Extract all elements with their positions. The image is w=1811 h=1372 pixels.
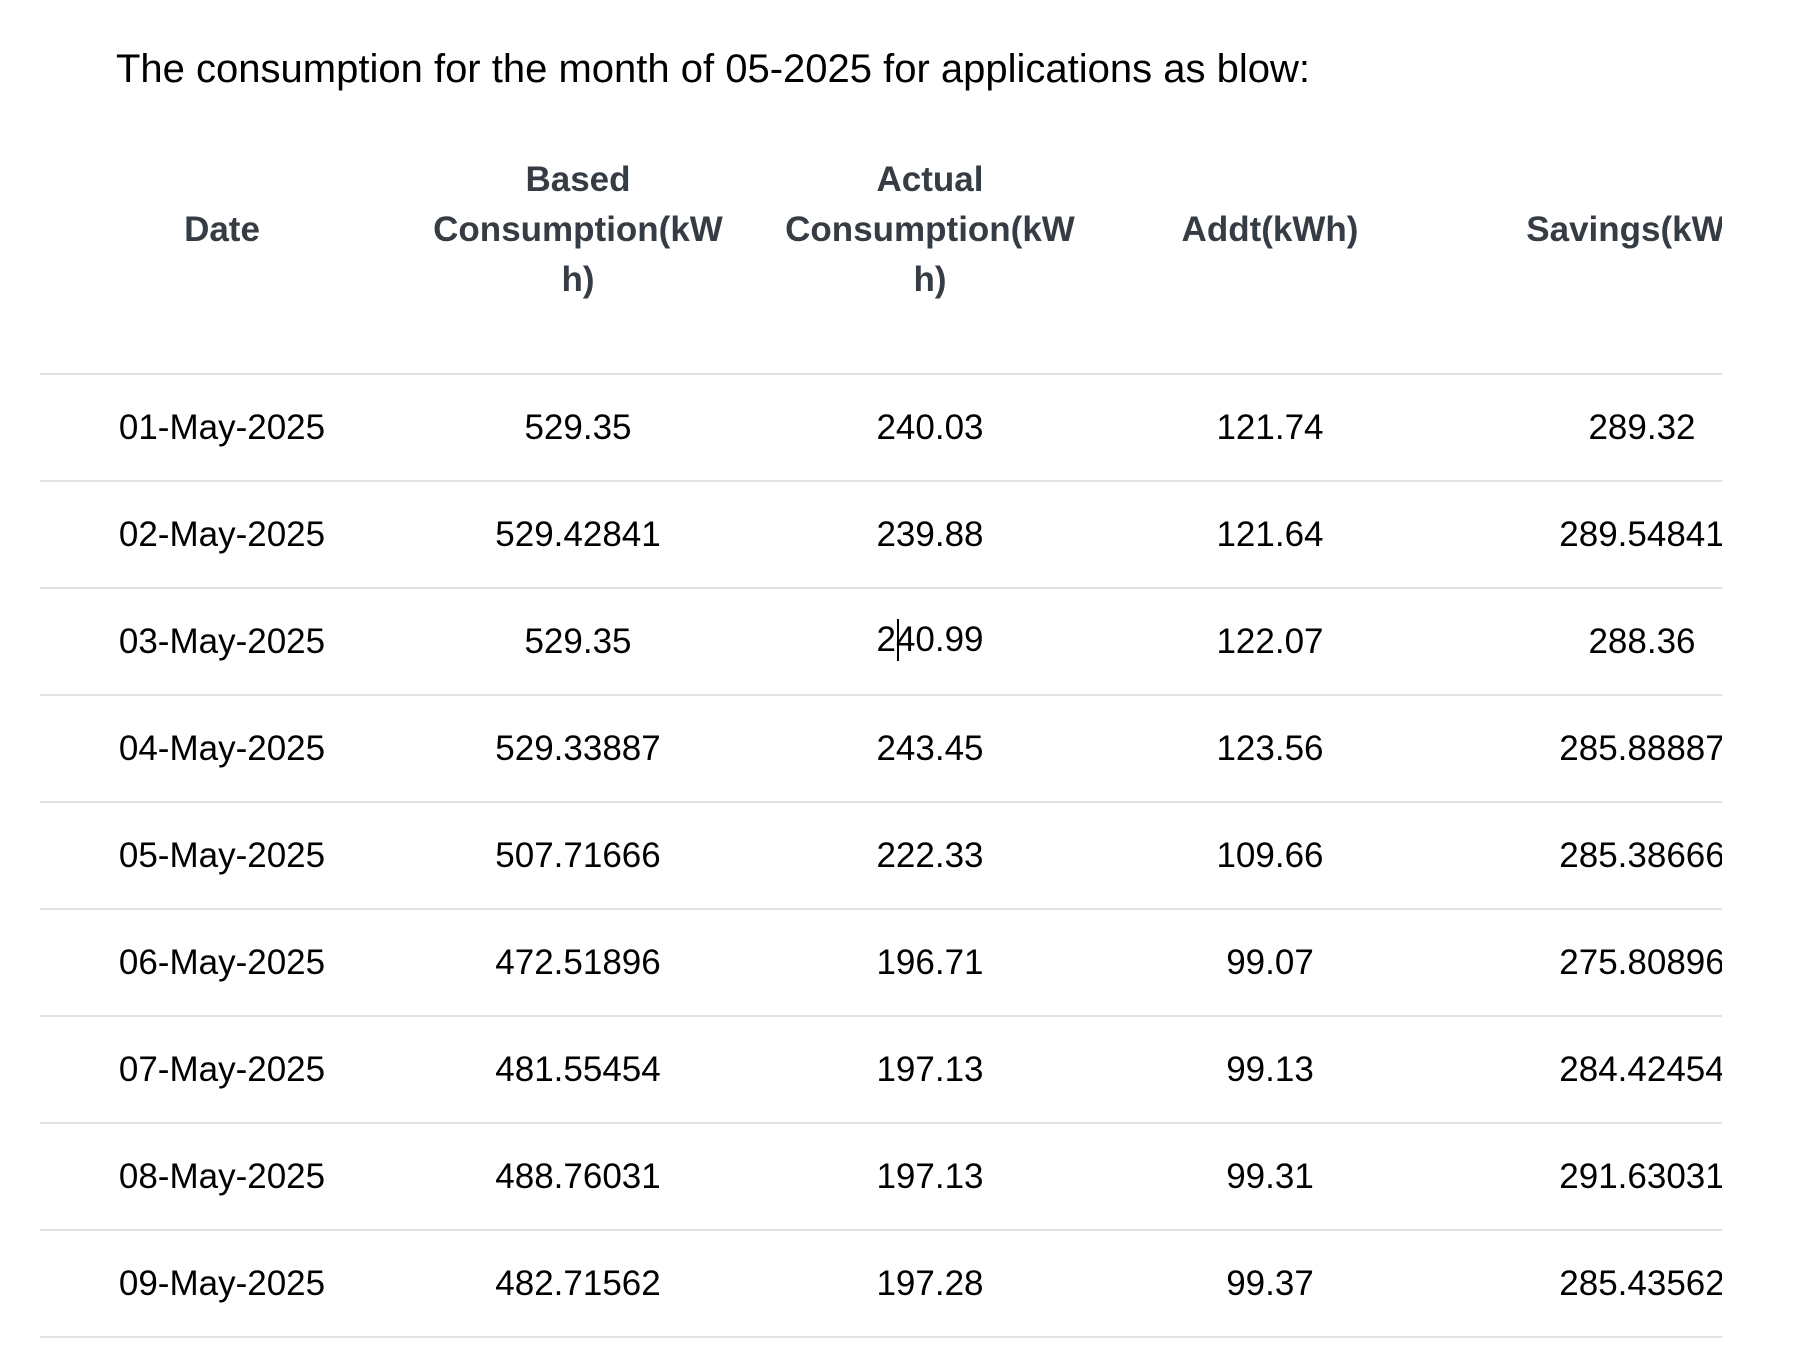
cell-savings[interactable]: 288.36 bbox=[1432, 588, 1722, 696]
table-row: 06-May-2025 472.51896 196.71 99.07 275.80896 bbox=[40, 909, 1722, 1017]
cell-savings[interactable]: 285.38666 bbox=[1432, 802, 1722, 910]
cell-actual[interactable]: 222.33 bbox=[752, 802, 1108, 910]
cell-based[interactable]: 529.35 bbox=[404, 374, 752, 482]
table-row: 04-May-2025 529.33887 243.45 123.56 285.8888… bbox=[40, 695, 1722, 803]
cell-savings[interactable]: 275.80896 bbox=[1432, 909, 1722, 1017]
cell-date[interactable]: 02-May-2025 bbox=[40, 481, 404, 589]
consumption-table-viewport: Date Based Consumption(kW h) Actual Consum… bbox=[40, 155, 1722, 1338]
document-page: The consumption for the month of 05-2025… bbox=[0, 46, 1811, 1338]
cell-date[interactable]: 08-May-2025 bbox=[40, 1123, 404, 1231]
table-row: 07-May-2025 481.55454 197.13 99.13 284.42454 bbox=[40, 1016, 1722, 1124]
cell-actual[interactable]: 197.13 bbox=[752, 1123, 1108, 1231]
table-row: 01-May-2025 529.35 240.03 121.74 289.32 bbox=[40, 374, 1722, 482]
table-row: 03-May-2025 529.35 240.99 122.07 288.36 bbox=[40, 588, 1722, 696]
column-header-based[interactable]: Based Consumption(kW h) bbox=[404, 155, 752, 375]
cell-addt[interactable]: 99.37 bbox=[1108, 1230, 1432, 1338]
cell-actual[interactable]: 239.88 bbox=[752, 481, 1108, 589]
cell-addt[interactable]: 99.07 bbox=[1108, 909, 1432, 1017]
cell-date[interactable]: 09-May-2025 bbox=[40, 1230, 404, 1338]
cell-savings[interactable]: 285.88887 bbox=[1432, 695, 1722, 803]
table-row: 05-May-2025 507.71666 222.33 109.66 285.3866… bbox=[40, 802, 1722, 910]
cell-actual[interactable]: 240.03 bbox=[752, 374, 1108, 482]
cell-addt[interactable]: 109.66 bbox=[1108, 802, 1432, 910]
cell-actual[interactable]: 197.13 bbox=[752, 1016, 1108, 1124]
cell-date[interactable]: 05-May-2025 bbox=[40, 802, 404, 910]
cell-addt[interactable]: 121.64 bbox=[1108, 481, 1432, 589]
table-row: 02-May-2025 529.42841 239.88 121.64 289.5484… bbox=[40, 481, 1722, 589]
cell-based[interactable]: 472.51896 bbox=[404, 909, 752, 1017]
cell-actual[interactable]: 197.28 bbox=[752, 1230, 1108, 1338]
cell-addt[interactable]: 99.31 bbox=[1108, 1123, 1432, 1231]
cell-savings[interactable]: 289.32 bbox=[1432, 374, 1722, 482]
cell-based[interactable]: 488.76031 bbox=[404, 1123, 752, 1231]
table-row: 09-May-2025 482.71562 197.28 99.37 285.43562 bbox=[40, 1230, 1722, 1338]
cell-based[interactable]: 529.42841 bbox=[404, 481, 752, 589]
cell-savings[interactable]: 291.63031 bbox=[1432, 1123, 1722, 1231]
cell-based[interactable]: 529.35 bbox=[404, 588, 752, 696]
cell-addt[interactable]: 99.13 bbox=[1108, 1016, 1432, 1124]
cell-addt[interactable]: 121.74 bbox=[1108, 374, 1432, 482]
cell-date[interactable]: 03-May-2025 bbox=[40, 588, 404, 696]
cell-based[interactable]: 507.71666 bbox=[404, 802, 752, 910]
consumption-table: Date Based Consumption(kW h) Actual Consum… bbox=[40, 155, 1722, 1338]
table-body: 01-May-2025 529.35 240.03 121.74 289.32 02-Ma… bbox=[40, 374, 1722, 1338]
cell-savings[interactable]: 289.54841 bbox=[1432, 481, 1722, 589]
text-caret bbox=[896, 618, 899, 661]
column-header-addt[interactable]: Addt(kWh) bbox=[1108, 155, 1432, 375]
cell-based[interactable]: 482.71562 bbox=[404, 1230, 752, 1338]
table-row: 08-May-2025 488.76031 197.13 99.31 291.63031 bbox=[40, 1123, 1722, 1231]
cell-actual[interactable]: 240.99 bbox=[752, 588, 1108, 696]
cell-based[interactable]: 529.33887 bbox=[404, 695, 752, 803]
cell-addt[interactable]: 123.56 bbox=[1108, 695, 1432, 803]
header-row: Date Based Consumption(kW h) Actual Consum… bbox=[40, 155, 1722, 375]
cell-savings[interactable]: 284.42454 bbox=[1432, 1016, 1722, 1124]
cell-date[interactable]: 07-May-2025 bbox=[40, 1016, 404, 1124]
cell-actual[interactable]: 243.45 bbox=[752, 695, 1108, 803]
cell-savings[interactable]: 285.43562 bbox=[1432, 1230, 1722, 1338]
cell-based[interactable]: 481.55454 bbox=[404, 1016, 752, 1124]
column-header-date[interactable]: Date bbox=[40, 155, 404, 375]
column-header-savings[interactable]: Savings(kWh) bbox=[1432, 155, 1722, 375]
table-head: Date Based Consumption(kW h) Actual Consum… bbox=[40, 155, 1722, 375]
cell-date[interactable]: 01-May-2025 bbox=[40, 374, 404, 482]
cell-date[interactable]: 04-May-2025 bbox=[40, 695, 404, 803]
cell-addt[interactable]: 122.07 bbox=[1108, 588, 1432, 696]
cell-actual[interactable]: 196.71 bbox=[752, 909, 1108, 1017]
cell-date[interactable]: 06-May-2025 bbox=[40, 909, 404, 1017]
column-header-actual[interactable]: Actual Consumption(kW h) bbox=[752, 155, 1108, 375]
document-title[interactable]: The consumption for the month of 05-2025… bbox=[116, 47, 1311, 91]
